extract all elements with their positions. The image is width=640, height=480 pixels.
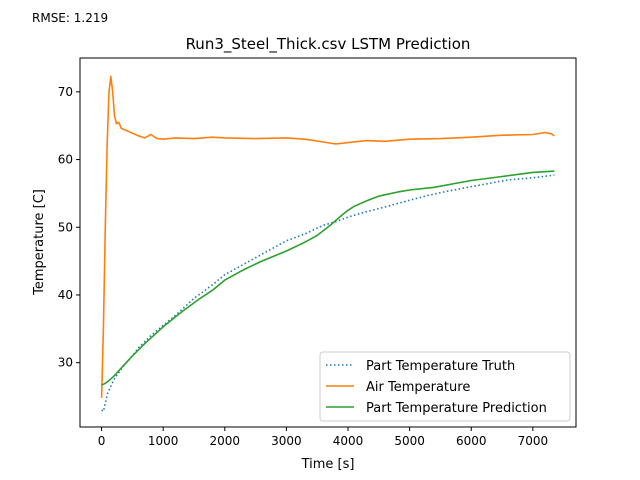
legend-label-1: Part Temperature Truth: [366, 359, 515, 374]
chart-title: Run3_Steel_Thick.csv LSTM Prediction: [186, 35, 471, 54]
x-tick-label: 4000: [333, 434, 364, 448]
x-axis: 0 1000 2000 3000 4000 5000 6000 7000: [98, 427, 548, 448]
x-tick-label: 3000: [271, 434, 302, 448]
y-tick-label: 40: [58, 288, 73, 302]
series-line-2: [100, 75, 555, 398]
y-tick-label: 60: [58, 153, 73, 167]
legend-label-2: Air Temperature: [366, 380, 470, 395]
chart-legend: Part Temperature Truth Air Temperature Par…: [319, 351, 571, 422]
legend-label-3: Part Temperature Prediction: [366, 401, 547, 416]
x-tick-label: 7000: [518, 434, 549, 448]
y-tick-label: 70: [58, 85, 73, 99]
y-tick-label: 30: [58, 356, 73, 370]
y-axis: 30 40 50 60 70: [58, 85, 80, 370]
x-tick-label: 2000: [210, 434, 241, 448]
x-tick-label: 5000: [394, 434, 425, 448]
x-tick-label: 0: [98, 434, 106, 448]
y-axis-label: Temperature [C]: [32, 189, 47, 296]
legend-box: [319, 351, 571, 422]
axes-frame: [79, 57, 577, 428]
x-tick-label: 6000: [456, 434, 487, 448]
x-axis-label: Time [s]: [301, 457, 355, 472]
series-line-3: [101, 170, 555, 386]
y-tick-label: 50: [58, 220, 73, 234]
series-line-1: [101, 174, 555, 413]
rmse-readout: RMSE: 1.219: [32, 11, 109, 25]
x-tick-label: 1000: [148, 434, 179, 448]
plot-area: [100, 75, 555, 413]
